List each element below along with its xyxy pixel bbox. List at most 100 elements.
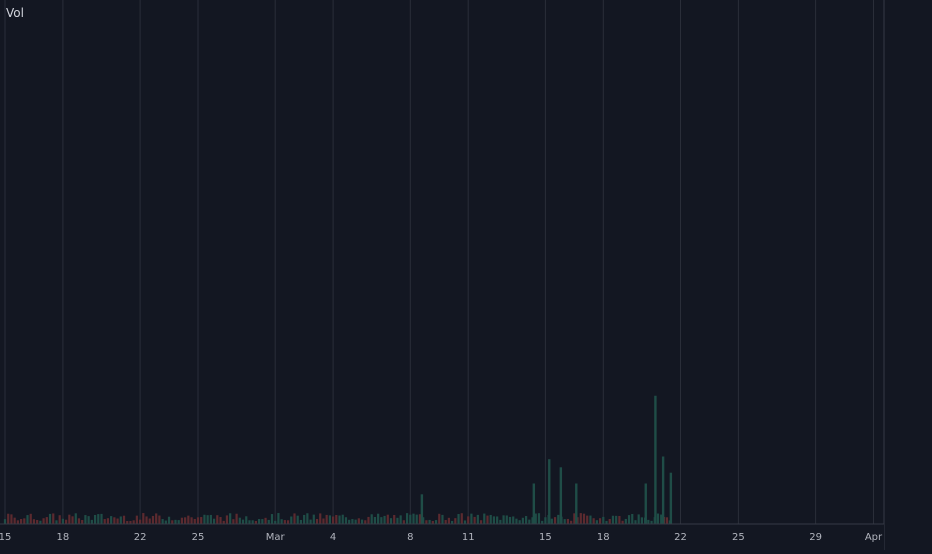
price-axis-background [884,0,932,550]
volume-bar [396,517,399,524]
volume-bar [499,519,502,524]
volume-bar [251,520,254,524]
volume-bar [570,520,573,524]
volume-bar [467,516,470,524]
volume-bar [373,516,377,524]
volume-bar [52,513,55,524]
volume-bar [135,515,138,524]
volume-bar [100,513,103,524]
volume-bar [184,517,187,524]
volume-bar [139,519,142,524]
volume-bar [71,516,74,524]
volume-bar [589,515,592,524]
volume-bar [377,513,380,524]
volume-bar [322,518,325,524]
time-tick-label: 11 [462,532,475,543]
volume-bar [460,513,463,524]
volume-bar [48,513,52,524]
volume-bar [348,519,351,524]
volume-bar [267,519,270,524]
volume-bar [592,518,595,524]
volume-bar [508,516,512,524]
volume-bar [106,518,110,524]
volume-spike [548,459,551,524]
volume-bar [370,514,373,524]
volume-bar [13,517,16,524]
volume-bar [360,519,364,524]
volume-bar [405,513,409,524]
volume-spike [669,472,673,524]
time-tick-label: 22 [134,532,147,543]
volume-bar [151,515,155,524]
volume-indicator-label[interactable]: Vol [6,6,24,20]
volume-bar [357,518,360,524]
volume-spike [661,456,665,524]
volume-bar [489,514,492,524]
volume-bar [438,513,441,524]
volume-bar [422,517,425,524]
volume-bar [7,513,10,524]
volume-bar [418,514,422,524]
volume-bar [216,515,219,524]
volume-bar [145,516,148,524]
volume-bar [412,513,415,524]
volume-bar [142,513,145,524]
volume-bar [434,520,438,524]
volume-bar [428,519,431,524]
volume-bar [122,515,126,524]
volume-bar [74,513,77,524]
time-tick-label: 29 [809,532,822,543]
volume-bar [36,519,39,524]
volume-bar [126,520,129,524]
volume-bar [81,520,84,524]
volume-bar [332,516,335,524]
volume-bar [10,514,13,524]
volume-bar [476,514,479,524]
volume-bar [402,520,405,524]
volume-bar [595,520,598,524]
volume-bar [531,517,534,524]
volume-bar [640,517,643,524]
volume-spike [532,483,536,524]
volume-bar [608,519,611,524]
volume-bar [286,520,290,524]
volume-bar [200,517,203,524]
volume-bar [425,520,428,524]
volume-bar [161,519,164,524]
volume-bar [241,519,245,524]
volume-bar [341,514,344,524]
volume-bar [647,519,650,524]
volume-bar [61,518,64,524]
volume-bar [113,517,116,524]
volume-bar [303,514,306,524]
volume-bar [431,520,434,524]
volume-bar [290,516,293,524]
volume-bar [29,513,32,524]
volume-bar [328,515,331,524]
volume-bar [389,518,393,524]
volume-bar [274,520,277,524]
volume-bar [563,519,566,524]
volume-bar [155,513,158,524]
volume-bar [505,515,508,524]
volume-bar [26,515,29,524]
volume-bar [129,520,132,524]
volume-bar [58,515,61,524]
volume-bar [209,514,212,524]
volume-bar [293,513,296,524]
volume-spike [559,467,563,524]
volume-bar [222,520,225,524]
volume-bar [312,514,315,524]
volume-bar [409,514,412,524]
volume-bar [97,514,100,524]
volume-bar [618,515,621,524]
volume-bar [624,518,627,524]
volume-bar [364,520,367,524]
volume-bar [90,519,93,524]
volume-bar [119,516,122,524]
volume-bar [180,517,184,524]
time-tick-label: 15 [0,532,11,543]
volume-bar [518,520,521,524]
